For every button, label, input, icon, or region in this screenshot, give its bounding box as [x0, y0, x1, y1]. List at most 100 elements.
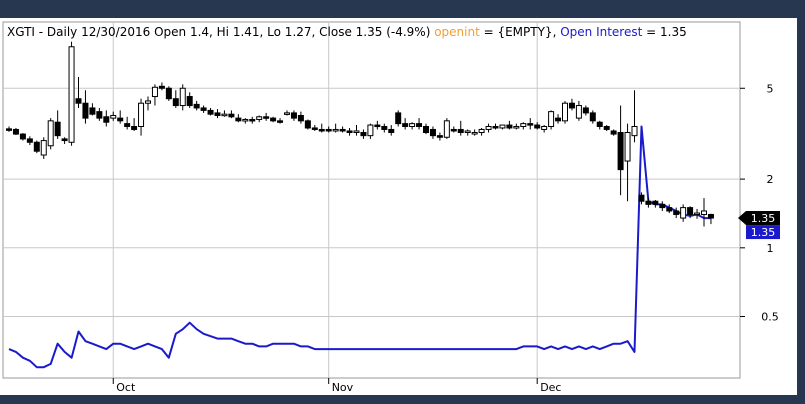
candlestick — [492, 123, 499, 130]
candle-body-down — [534, 124, 541, 129]
candlestick — [624, 123, 631, 202]
candlestick — [235, 114, 242, 123]
candlestick — [179, 84, 186, 111]
candle-body-down — [304, 120, 311, 129]
candle-body-up — [179, 87, 186, 107]
candle-body-down — [457, 128, 464, 134]
candle-body-down — [423, 125, 429, 134]
y-tick-label: 1 — [767, 242, 774, 255]
candlestick — [138, 98, 145, 136]
open-interest-label: 1.35 — [751, 226, 776, 239]
candlestick — [645, 198, 652, 208]
candle-body-down — [374, 124, 381, 128]
candle-body-down — [235, 117, 242, 122]
candlestick — [562, 100, 568, 124]
candlestick — [367, 123, 374, 139]
candle-body-down — [75, 98, 82, 104]
candlestick — [652, 199, 659, 208]
candlestick — [534, 122, 541, 130]
candle-body-down — [596, 121, 603, 127]
candle-body-up — [575, 105, 582, 119]
candle-body-down — [290, 112, 297, 119]
axes: 0.5 1 2 5 Oct Nov Dec — [112, 82, 779, 394]
candlestick — [200, 105, 207, 113]
candle-body-up — [138, 102, 145, 127]
candlestick — [249, 116, 256, 124]
candle-body-down — [395, 112, 402, 125]
candle-body-down — [270, 117, 277, 122]
candlestick — [290, 110, 297, 121]
candle-body-down — [124, 123, 131, 127]
candle-body-down — [416, 123, 423, 127]
candle-body-down — [214, 112, 221, 116]
candlestick — [374, 120, 381, 130]
candle-body-down — [19, 133, 26, 140]
candle-body-down — [673, 210, 680, 215]
candle-body-down — [117, 117, 124, 122]
candle-body-down — [555, 117, 562, 122]
candle-body-up — [110, 114, 117, 119]
y-tick-label: 5 — [767, 82, 774, 95]
candle-body-up — [221, 113, 228, 117]
candle-body-down — [687, 207, 694, 215]
candle-body-down — [436, 135, 443, 138]
candlestick — [304, 119, 311, 130]
candlestick — [360, 129, 367, 139]
candlestick — [12, 127, 19, 136]
candle-body-down — [506, 124, 513, 129]
candlestick — [332, 123, 339, 133]
candle-body-down — [89, 107, 96, 115]
candlestick — [416, 118, 423, 130]
candle-body-up — [624, 132, 631, 162]
candlestick — [270, 116, 277, 123]
candlestick — [409, 122, 416, 130]
candlestick — [450, 126, 457, 133]
candle-body-up — [631, 125, 638, 137]
candlestick — [701, 198, 707, 227]
candlestick — [353, 125, 360, 136]
candle-body-up — [256, 116, 263, 120]
candle-body-down — [61, 138, 68, 142]
candle-body-up — [409, 123, 416, 127]
candlestick — [388, 125, 395, 136]
candle-body-down — [172, 98, 179, 107]
candlestick — [61, 137, 68, 144]
candlestick — [617, 105, 624, 196]
candle-body-down — [610, 130, 617, 135]
candlestick — [228, 110, 235, 119]
candlestick — [33, 140, 40, 154]
candlestick — [694, 208, 701, 219]
candle-body-up — [284, 112, 290, 115]
candle-body-up — [443, 120, 450, 138]
candlestick — [186, 92, 193, 108]
candlestick — [603, 125, 610, 131]
candle-body-down — [186, 96, 193, 107]
candlestick — [339, 126, 346, 133]
candle-body-down — [82, 102, 89, 119]
candle-body-down — [360, 132, 367, 137]
candlestick — [117, 110, 124, 124]
candlestick — [6, 126, 12, 132]
candlestick — [506, 120, 513, 130]
candlestick — [124, 116, 131, 130]
candlestick — [54, 110, 61, 139]
candle-body-down — [568, 102, 575, 109]
candlestick — [297, 111, 304, 124]
candlestick — [471, 129, 478, 136]
candle-body-down — [346, 130, 353, 134]
candle-body-down — [450, 128, 457, 132]
header-part: openint — [434, 25, 480, 39]
candlestick-series — [6, 41, 714, 227]
candle-body-down — [582, 107, 589, 114]
candlestick — [110, 111, 117, 121]
candle-body-down — [249, 118, 256, 122]
candle-body-down — [388, 128, 395, 134]
x-tick-label: Dec — [540, 381, 561, 394]
open-interest-series — [8, 125, 711, 369]
candle-body-up — [478, 128, 485, 134]
candlestick — [284, 110, 290, 116]
candle-body-down — [207, 109, 214, 115]
candlestick — [582, 105, 589, 116]
candle-body-down — [158, 85, 165, 89]
candlestick — [589, 110, 596, 124]
